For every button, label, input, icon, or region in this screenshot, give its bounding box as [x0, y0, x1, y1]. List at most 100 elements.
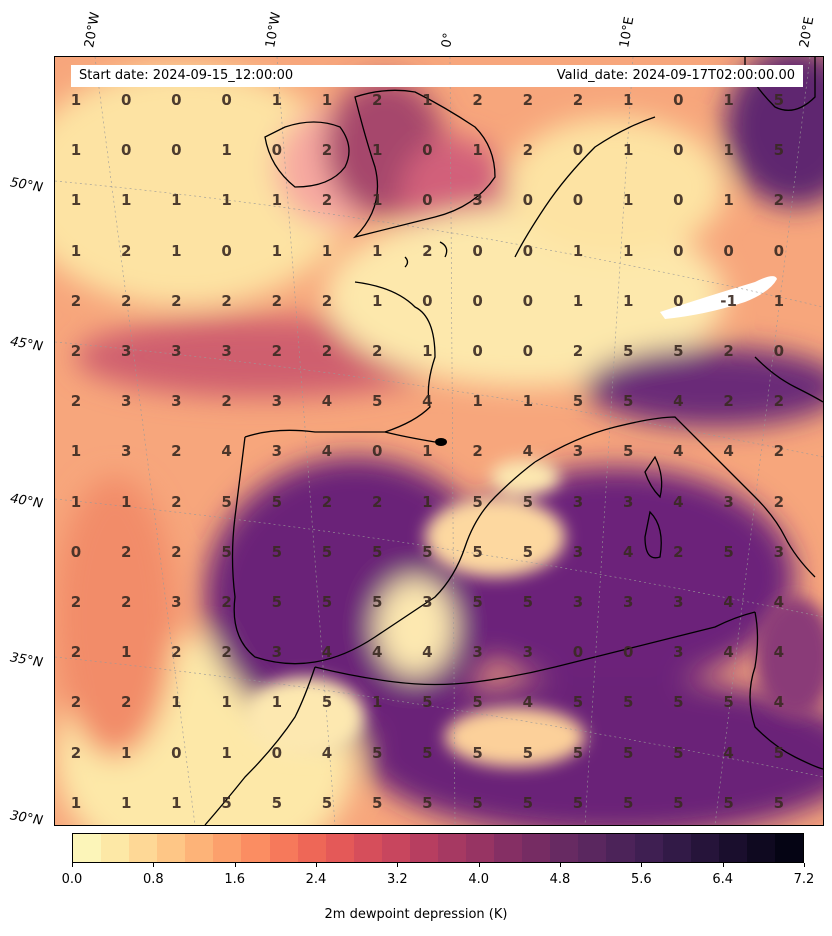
grid-value-label: 2	[120, 693, 132, 712]
grid-value-label: 3	[171, 593, 182, 611]
grid-value-label: 0	[171, 743, 182, 762]
colorbar-segment	[690, 834, 719, 862]
grid-value-label: 0	[472, 342, 483, 360]
grid-value-label: 5	[271, 492, 283, 511]
grid-value-label: 2	[221, 643, 232, 662]
grid-value-label: 1	[70, 191, 82, 210]
grid-value-label: 0	[171, 141, 182, 160]
map-frame: Start date: 2024-09-15_12:00:00 Valid_da…	[54, 56, 824, 826]
lat-label-35n: 35°N	[8, 650, 44, 671]
grid-value-label: 1	[723, 191, 734, 210]
grid-value-label: 2	[70, 743, 82, 762]
grid-value-label: 5	[472, 492, 483, 511]
grid-value-label: 3	[171, 392, 182, 411]
grid-value-label: 1	[70, 241, 82, 260]
grid-value-label: 4	[622, 542, 634, 561]
grid-value-label: 3	[271, 643, 283, 662]
grid-value-label: 0	[572, 141, 584, 160]
grid-value-label: 0	[472, 241, 483, 260]
grid-value-label: 0	[673, 91, 684, 109]
grid-value-label: 1	[321, 241, 333, 260]
colorbar-segment	[522, 834, 551, 862]
grid-value-label: 0	[522, 191, 534, 210]
grid-value-label: 4	[522, 442, 534, 461]
grid-value-label: 5	[723, 793, 734, 812]
colorbar-segment	[746, 834, 775, 862]
grid-value-label: 5	[422, 793, 433, 812]
grid-value-label: 2	[171, 291, 182, 310]
field-atlantic-west	[55, 477, 175, 757]
grid-value-label: 0	[120, 91, 132, 109]
grid-value-label: 1	[271, 241, 283, 260]
grid-value-label: 1	[171, 191, 182, 210]
grid-value-label: 5	[773, 793, 785, 812]
grid-value-label: 2	[723, 392, 734, 411]
grid-value-label: 1	[70, 141, 82, 160]
grid-value-label: 5	[622, 342, 634, 360]
grid-value-label: 5	[673, 693, 684, 712]
grid-value-label: 5	[371, 593, 383, 611]
grid-value-label: 1	[171, 793, 182, 812]
grid-value-label: 5	[371, 392, 383, 411]
grid-value-label: 2	[120, 241, 132, 260]
grid-value-label: 3	[622, 593, 634, 611]
grid-value-label: 2	[472, 442, 483, 461]
colorbar-segment	[494, 834, 523, 862]
grid-value-label: 4	[422, 392, 433, 411]
grid-value-label: 1	[120, 191, 132, 210]
grid-value-label: 5	[622, 693, 634, 712]
grid-value-label: 1	[171, 241, 182, 260]
grid-value-label: 5	[622, 743, 634, 762]
grid-value-label: 1	[371, 241, 383, 260]
lon-label-0: 0°	[439, 31, 457, 49]
field-sicily	[755, 597, 823, 717]
grid-value-label: 5	[472, 793, 483, 812]
grid-value-label: 3	[472, 643, 483, 662]
grid-value-label: 3	[622, 492, 634, 511]
grid-value-label: 4	[321, 392, 333, 411]
grid-value-label: 0	[70, 542, 82, 561]
colorbar-segment	[774, 834, 804, 862]
grid-value-label: 4	[773, 643, 785, 662]
grid-value-label: 3	[572, 442, 584, 461]
colorbar-tick-mark	[72, 863, 73, 867]
grid-value-label: 4	[673, 442, 684, 461]
grid-value-label: 5	[271, 793, 283, 812]
colorbar-tick-label: 0.0	[61, 872, 83, 887]
grid-value-label: 1	[572, 291, 584, 310]
grid-value-label: 5	[723, 693, 734, 712]
grid-value-label: 3	[572, 593, 584, 611]
grid-value-label: 3	[221, 342, 232, 360]
colorbar-tick-label: 6.4	[712, 872, 733, 887]
grid-value-label: 2	[321, 492, 333, 511]
grid-value-label: 5	[271, 542, 283, 561]
colorbar-tick-mark	[316, 863, 317, 867]
coastlines	[204, 57, 823, 825]
grid-value-label: 2	[171, 492, 182, 511]
colorbar-segment	[578, 834, 607, 862]
grid-value-label: 0	[773, 342, 785, 360]
lat-label-40n: 40°N	[8, 491, 44, 512]
lon-label-20w: 20°W	[82, 11, 104, 50]
colorbar-tick-label: 4.0	[468, 872, 489, 887]
lon-label-20e: 20°E	[797, 15, 818, 49]
grid-value-label: 3	[171, 342, 182, 360]
colorbar-segment	[438, 834, 467, 862]
grid-value-label: 0	[522, 342, 534, 360]
grid-value-label: 0	[371, 442, 383, 461]
grid-value-label: 4	[371, 643, 383, 662]
colorbar-segment	[550, 834, 579, 862]
grid-value-label: 5	[522, 593, 534, 611]
grid-value-label: 3	[271, 392, 283, 411]
grid-value-label: 5	[221, 542, 232, 561]
colorbar-label: 2m dewpoint depression (K)	[324, 907, 508, 922]
grid-value-label: 2	[472, 91, 483, 109]
field-morocco-light	[245, 677, 365, 757]
colorbar-segment	[466, 834, 495, 862]
grid-value-label: 0	[221, 91, 232, 109]
lon-label-10w: 10°W	[263, 11, 285, 50]
map-header: Start date: 2024-09-15_12:00:00 Valid_da…	[71, 65, 803, 87]
colorbar-segment	[381, 834, 410, 862]
colorbar-segment	[718, 834, 747, 862]
grid-value-label: 0	[271, 743, 283, 762]
